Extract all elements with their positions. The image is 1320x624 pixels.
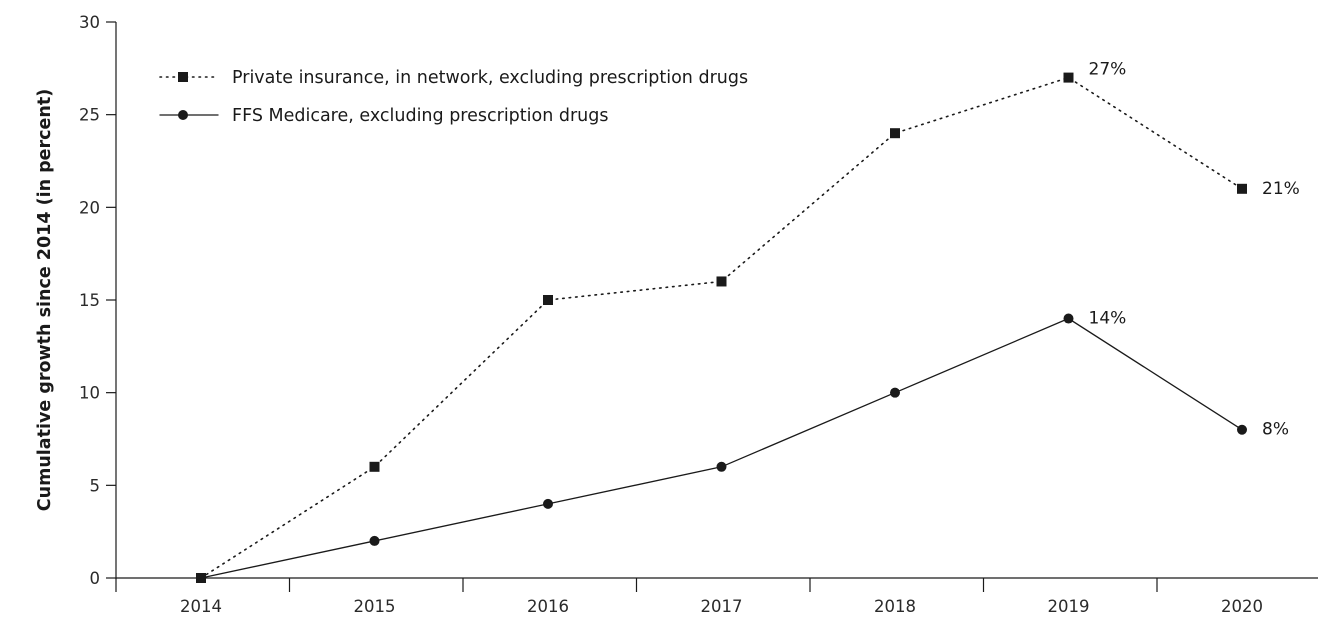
series-1-square-marker bbox=[716, 276, 727, 287]
y-tick-label: 20 bbox=[79, 198, 100, 217]
series-2-circle-marker bbox=[890, 387, 900, 398]
data-label: 27% bbox=[1089, 60, 1127, 80]
y-axis-label: Cumulative growth since 2014 (in percent… bbox=[35, 89, 55, 511]
series-1-square-marker bbox=[1237, 183, 1247, 194]
legend-square-marker bbox=[178, 72, 188, 82]
x-tick-label: 2014 bbox=[180, 597, 222, 616]
series-layer bbox=[196, 72, 1247, 583]
series-line-2 bbox=[200, 317, 1243, 579]
series-2-circle-marker bbox=[716, 461, 727, 472]
series-2-circle-marker bbox=[196, 573, 206, 583]
y-tick-label: 15 bbox=[79, 291, 100, 310]
legend-circle-marker bbox=[178, 110, 188, 120]
series-1-square-marker bbox=[369, 461, 380, 472]
y-axis-label-group: Cumulative growth since 2014 (in percent… bbox=[35, 89, 55, 511]
series-1-square-marker bbox=[1063, 72, 1074, 83]
y-tick-label: 30 bbox=[79, 13, 100, 32]
y-tick-label: 10 bbox=[79, 384, 100, 403]
series-2-circle-marker bbox=[369, 535, 380, 546]
x-tick-label: 2020 bbox=[1221, 597, 1263, 616]
series-2-circle-marker bbox=[543, 498, 553, 509]
legend: Private insurance, in network, excluding… bbox=[159, 68, 748, 126]
series-1-square-marker bbox=[890, 128, 900, 139]
x-tick-label: 2019 bbox=[1048, 597, 1090, 616]
series-2-circle-marker bbox=[1063, 313, 1074, 324]
series-line-1 bbox=[200, 76, 1243, 579]
data-label: 14% bbox=[1089, 309, 1127, 329]
x-tick-label: 2018 bbox=[874, 597, 916, 616]
y-tick-label: 0 bbox=[90, 569, 101, 588]
data-label: 21% bbox=[1262, 179, 1300, 199]
y-tick-label: 25 bbox=[79, 106, 100, 125]
series-2-circle-marker bbox=[1237, 424, 1247, 435]
legend-label: Private insurance, in network, excluding… bbox=[232, 68, 748, 88]
series-1-square-marker bbox=[543, 295, 553, 305]
x-tick-label: 2015 bbox=[354, 597, 396, 616]
y-tick-label: 5 bbox=[90, 476, 101, 495]
axes: 0 5 10 15 20 25 30 2014 2015 2016 2017 2018 2019 2020 bbox=[79, 13, 1318, 616]
data-label: 8% bbox=[1262, 420, 1289, 440]
point-labels: 27% 21% 14% 8% bbox=[1089, 60, 1300, 440]
x-tick-label: 2017 bbox=[701, 597, 743, 616]
x-tick-label: 2016 bbox=[527, 597, 569, 616]
legend-label: FFS Medicare, excluding prescription dru… bbox=[232, 106, 609, 126]
